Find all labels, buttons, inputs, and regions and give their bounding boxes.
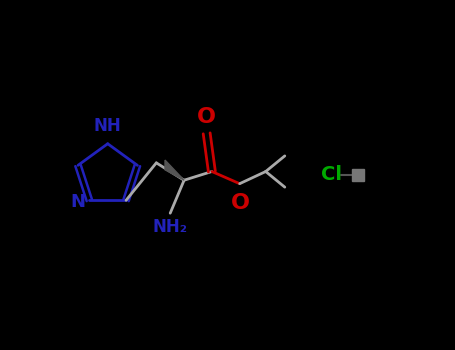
Polygon shape — [165, 160, 184, 180]
Text: O: O — [197, 107, 216, 127]
Text: O: O — [231, 194, 250, 214]
Text: NH: NH — [94, 117, 121, 135]
Text: Cl: Cl — [321, 166, 342, 184]
Text: NH₂: NH₂ — [153, 218, 188, 236]
Text: N: N — [71, 193, 86, 211]
